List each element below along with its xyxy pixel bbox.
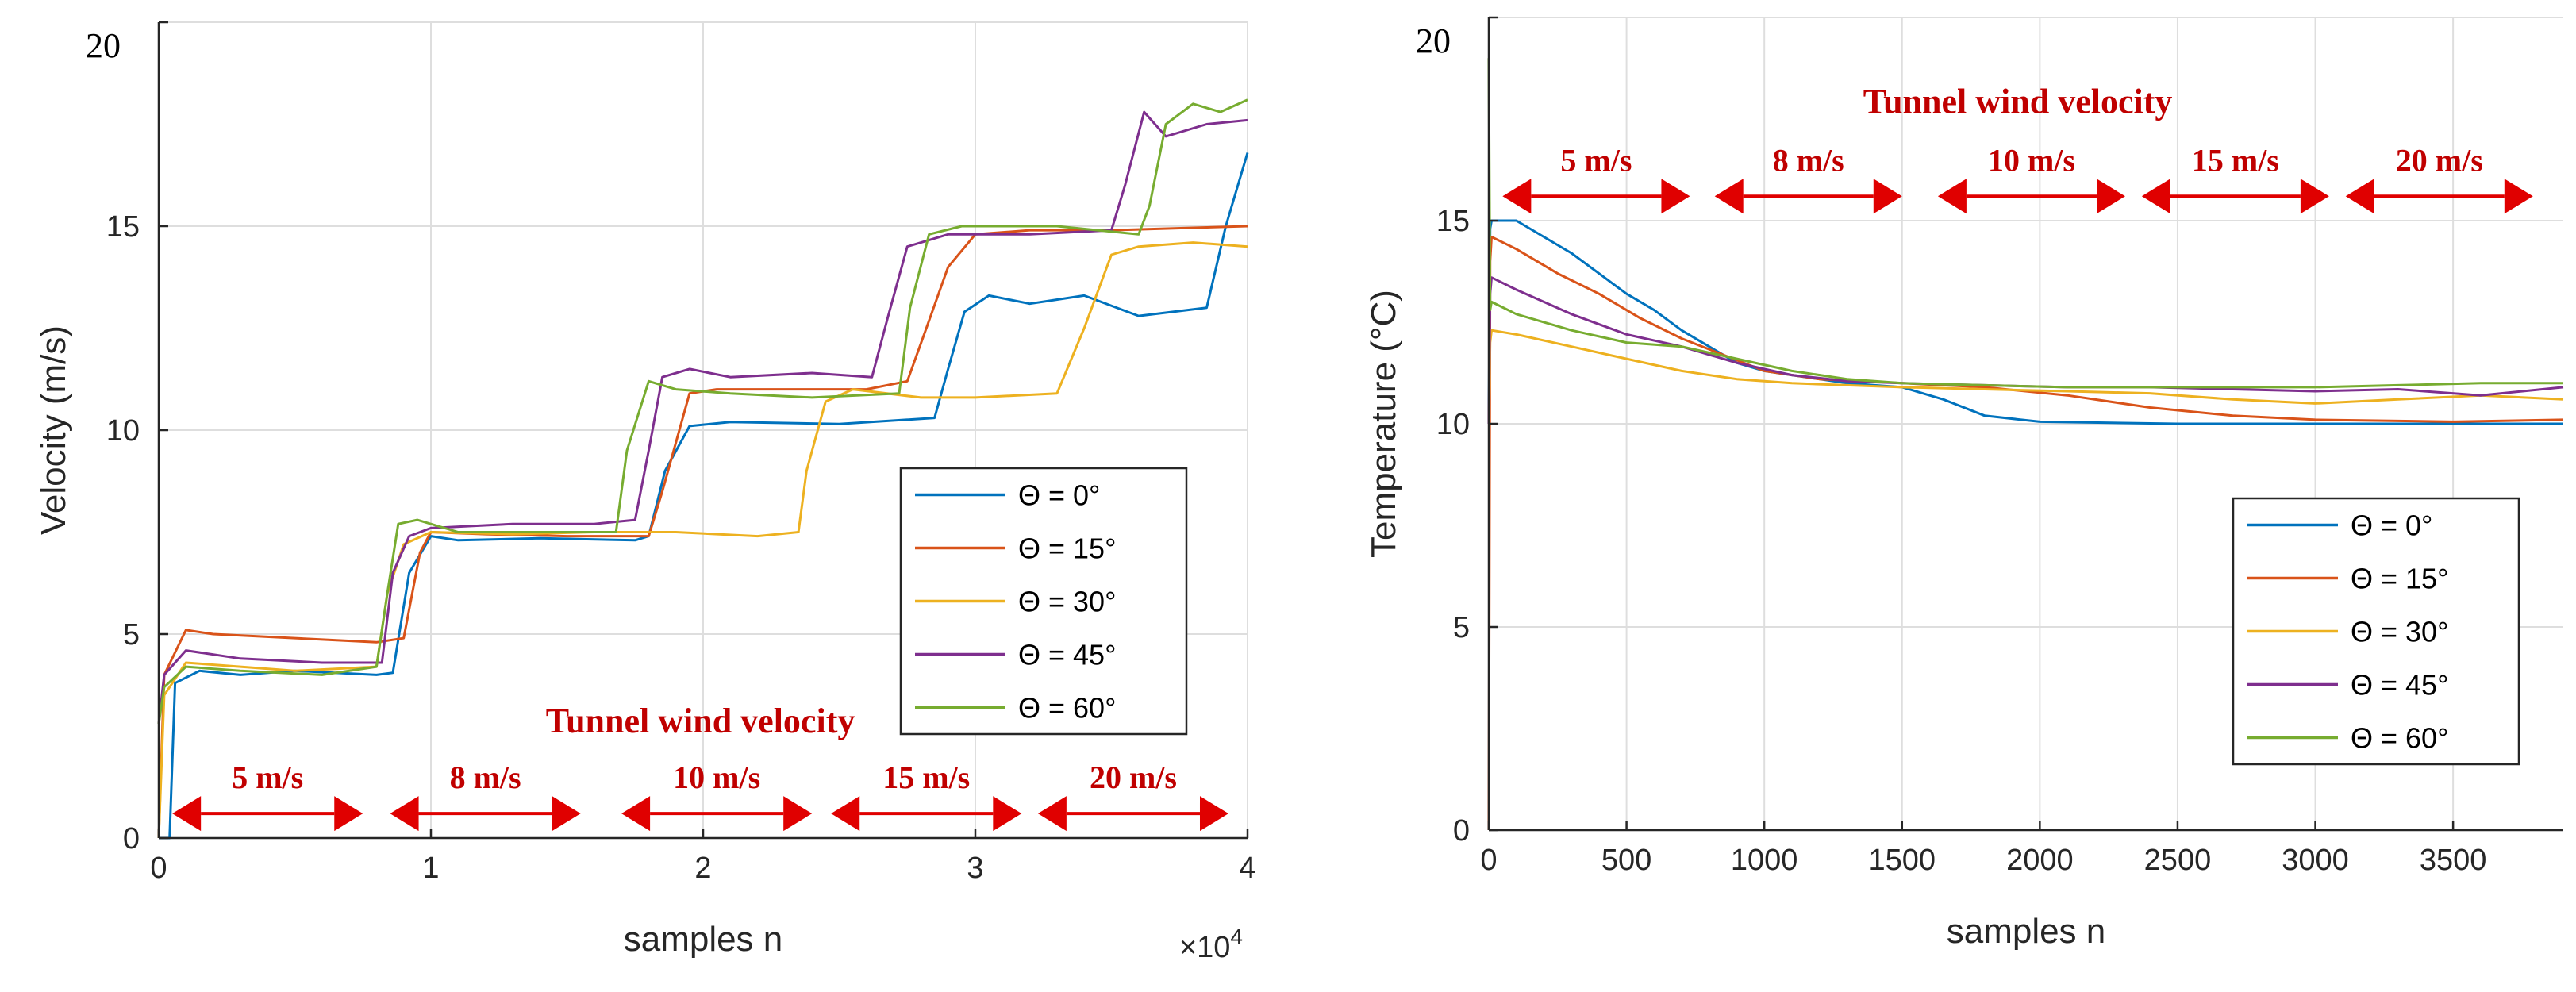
velocity-speed-label-4: 20 m/s — [1090, 759, 1177, 795]
temperature-y-tick-label-0: 0 — [1453, 814, 1470, 848]
velocity-speed-arrowhead-left-3 — [831, 796, 860, 832]
velocity-y-tick-label-0: 0 — [123, 822, 140, 856]
velocity-x-tick-label-0: 0 — [150, 852, 167, 885]
temperature-speed-arrowhead-left-2 — [1937, 179, 1967, 214]
velocity-speed-arrowhead-left-0 — [172, 796, 202, 832]
velocity-speed-label-1: 8 m/s — [450, 759, 521, 795]
velocity-speed-arrowhead-right-2 — [783, 796, 813, 832]
velocity-speed-arrowhead-left-2 — [621, 796, 651, 832]
temperature-x-tick-label-0: 0 — [1480, 844, 1497, 877]
velocity-y-tick-label-3: 15 — [106, 210, 140, 244]
velocity-legend: Θ = 0° Θ = 15° Θ = 30° Θ = 45° Θ = 60° — [899, 467, 1188, 736]
velocity-speed-arrowhead-right-1 — [552, 796, 581, 832]
velocity-series-line-3 — [157, 110, 1248, 725]
velocity-chart: 0 1 2 3 4 0 5 10 15 20 samples n Velocity (m/s) ×104… — [34, 21, 1256, 964]
temperature-y-top-label: 20 — [1416, 21, 1451, 60]
temperature-chart: 0 500 1000 1500 2000 2500 3000 3500 0 5 10 15 20 samp… — [1364, 16, 2564, 951]
velocity-legend-label-0: Θ = 0° — [1018, 479, 1100, 512]
temperature-speed-arrowhead-left-3 — [2141, 179, 2170, 214]
temperature-speed-label-2: 10 m/s — [1988, 142, 2075, 178]
velocity-x-tick-label-2: 2 — [694, 852, 711, 885]
temperature-series-line-4 — [1487, 58, 2563, 389]
temperature-speed-label-0: 5 m/s — [1560, 142, 1632, 178]
velocity-speed-label-0: 5 m/s — [232, 759, 303, 795]
temperature-x-tick-label-2: 1000 — [1731, 844, 1798, 877]
velocity-series-line-4 — [157, 98, 1248, 725]
temperature-series-line-1 — [1487, 236, 2564, 831]
temperature-speed-label-3: 15 m/s — [2192, 142, 2279, 178]
temperature-y-tick-label-3: 15 — [1436, 205, 1470, 238]
velocity-x-axis-label: samples n — [624, 920, 783, 959]
velocity-speed-arrowhead-right-3 — [993, 796, 1022, 832]
velocity-legend-label-4: Θ = 60° — [1018, 692, 1116, 725]
temperature-series-line-2 — [1487, 329, 2564, 425]
temperature-x-axis-label: samples n — [1947, 912, 2106, 951]
temperature-speed-arrowhead-right-2 — [2096, 179, 2125, 214]
temperature-speed-arrowhead-right-1 — [1873, 179, 1902, 214]
temperature-x-tick-label-5: 2500 — [2144, 844, 2212, 877]
temperature-speed-arrowhead-right-0 — [1661, 179, 1690, 214]
velocity-annotation-title: Tunnel wind velocity — [546, 702, 855, 740]
temperature-speed-label-1: 8 m/s — [1773, 142, 1844, 178]
velocity-legend-label-2: Θ = 30° — [1018, 586, 1116, 618]
temperature-y-tick-label-1: 5 — [1453, 611, 1470, 644]
velocity-speed-arrowhead-right-4 — [1199, 796, 1228, 832]
velocity-y-tick-label-1: 5 — [123, 618, 140, 652]
temperature-x-tick-label-3: 1500 — [1868, 844, 1936, 877]
velocity-y-top-label: 20 — [86, 26, 121, 65]
velocity-x-tick-label-4: 4 — [1239, 852, 1255, 885]
velocity-legend-label-3: Θ = 45° — [1018, 639, 1116, 671]
temperature-x-tick-label-1: 500 — [1601, 844, 1651, 877]
temperature-y-tick-label-2: 10 — [1436, 408, 1470, 441]
temperature-x-tick-label-4: 2000 — [2006, 844, 2074, 877]
velocity-speed-arrowhead-left-4 — [1037, 796, 1067, 832]
velocity-speed-arrowhead-right-0 — [334, 796, 363, 832]
temperature-series-line-3 — [1487, 276, 2564, 425]
temperature-legend-label-1: Θ = 15° — [2351, 563, 2448, 595]
temperature-speed-label-4: 20 m/s — [2396, 142, 2483, 178]
temperature-legend-label-4: Θ = 60° — [2351, 722, 2448, 755]
temperature-speed-arrowhead-right-4 — [2504, 179, 2533, 214]
temperature-annotation-title: Tunnel wind velocity — [1863, 82, 2173, 121]
velocity-y-axis-label: Velocity (m/s) — [34, 325, 73, 535]
temperature-speed-arrowhead-left-4 — [2345, 179, 2374, 214]
velocity-series-line-2 — [157, 241, 1248, 839]
velocity-x-tick-label-1: 1 — [422, 852, 439, 885]
velocity-x-exponent: ×104 — [1179, 925, 1243, 964]
temperature-x-tick-label-7: 3500 — [2420, 844, 2487, 877]
temperature-legend-label-3: Θ = 45° — [2351, 669, 2448, 702]
velocity-legend-label-1: Θ = 15° — [1018, 533, 1116, 565]
velocity-y-tick-label-2: 10 — [106, 414, 140, 448]
velocity-series-line-1 — [157, 225, 1248, 839]
temperature-legend-label-0: Θ = 0° — [2351, 509, 2432, 542]
temperature-speed-arrowhead-left-0 — [1502, 179, 1532, 214]
velocity-x-tick-label-3: 3 — [967, 852, 983, 885]
temperature-x-tick-label-6: 3000 — [2282, 844, 2349, 877]
temperature-speed-arrowhead-right-3 — [2300, 179, 2329, 214]
temperature-y-axis-label: Temperature (°C) — [1364, 290, 1403, 558]
velocity-speed-label-2: 10 m/s — [673, 759, 760, 795]
temperature-legend: Θ = 0° Θ = 15° Θ = 30° Θ = 45° Θ = 60° — [2232, 497, 2520, 766]
velocity-speed-label-3: 15 m/s — [882, 759, 970, 795]
temperature-speed-arrowhead-left-1 — [1714, 179, 1744, 214]
temperature-legend-label-2: Θ = 30° — [2351, 616, 2448, 648]
velocity-speed-arrowhead-left-1 — [390, 796, 419, 832]
